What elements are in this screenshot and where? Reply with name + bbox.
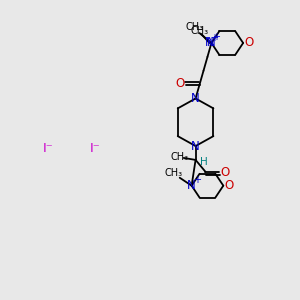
Text: O: O — [225, 179, 234, 192]
Text: I⁻: I⁻ — [90, 142, 101, 154]
Text: N: N — [191, 92, 200, 105]
Text: O: O — [175, 77, 184, 90]
Text: H: H — [200, 157, 207, 167]
Text: CH₃: CH₃ — [190, 26, 208, 36]
Text: O: O — [244, 37, 254, 50]
Text: N: N — [191, 140, 200, 152]
Text: I⁻: I⁻ — [43, 142, 53, 154]
Text: N: N — [187, 179, 196, 192]
Text: N: N — [205, 37, 214, 50]
Text: +: + — [210, 33, 218, 43]
Text: CH₃: CH₃ — [185, 22, 204, 32]
Text: CH₃: CH₃ — [171, 152, 189, 162]
Text: O: O — [221, 166, 230, 179]
Text: +: + — [212, 32, 220, 42]
Text: +: + — [193, 175, 201, 185]
Text: N: N — [207, 37, 216, 50]
Text: CH₃: CH₃ — [165, 168, 183, 178]
